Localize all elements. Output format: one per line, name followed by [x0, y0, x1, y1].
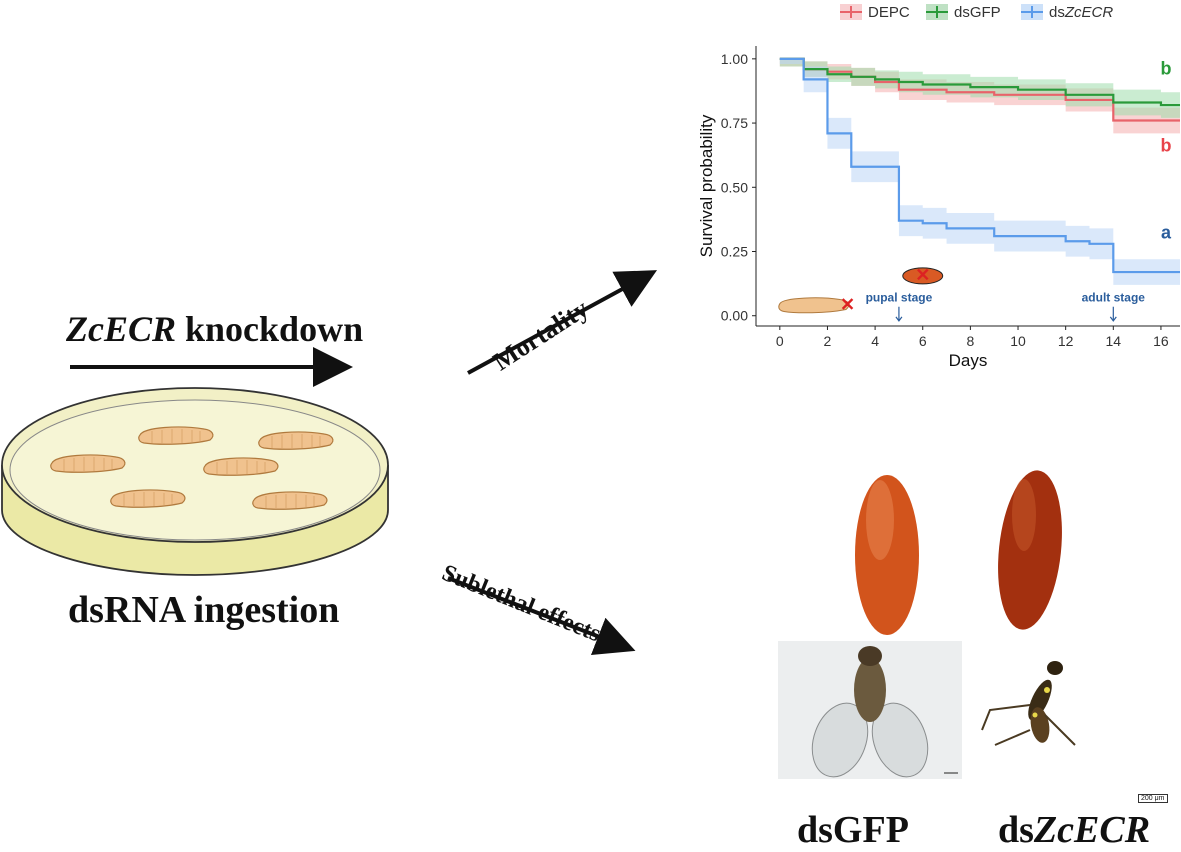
knockdown-rest: knockdown — [185, 309, 364, 349]
larva-6 — [252, 491, 328, 510]
legend-item-0: DEPC — [840, 4, 910, 21]
adult-fly-dszcecr — [981, 661, 1076, 746]
x-tick-label-0: 0 — [776, 333, 784, 349]
stage-label-1: adult stage — [1082, 291, 1146, 305]
legend-item-1: dsGFP — [926, 4, 1001, 21]
petri-dish — [1, 387, 389, 576]
x-tick-label-7: 14 — [1106, 333, 1122, 349]
larva-1 — [138, 426, 214, 445]
y-tick-label-1: 0.25 — [721, 244, 748, 260]
y-axis-title: Survival probability — [697, 114, 716, 257]
x-tick-label-5: 10 — [1010, 333, 1026, 349]
stage-arrowhead-0 — [895, 316, 903, 322]
x-tick-label-8: 16 — [1153, 333, 1169, 349]
dead-pupa-icon: ✕ — [902, 265, 944, 285]
x-tick-label-6: 12 — [1058, 333, 1074, 349]
dead-pupa-x: ✕ — [915, 265, 930, 285]
scale-bar-label: 200 μm — [1138, 794, 1168, 803]
adult-fly-dsgfp — [778, 641, 962, 779]
sublethal-arrow — [447, 576, 636, 656]
dsgfp-label: dsGFP — [797, 809, 909, 851]
x-tick-label-1: 2 — [824, 333, 832, 349]
ingestion-label: dsRNA ingestion — [68, 589, 340, 631]
y-tick-label-4: 1.00 — [721, 51, 748, 67]
sig-letter-1: b — [1161, 58, 1172, 78]
x-axis-title: Days — [949, 351, 988, 370]
larva-3 — [50, 454, 126, 473]
dszcecr-label: dsZcECR — [998, 808, 1150, 852]
legend-label-2: dsZcECR — [1049, 4, 1113, 21]
chart-legend: DEPC dsGFP dsZcECR — [840, 4, 1113, 21]
x-tick-label-4: 8 — [966, 333, 974, 349]
survival-chart: DEPC dsGFP dsZcECR 0.00 0.25 0.50 0.75 1.00 0 2 4… — [697, 4, 1180, 370]
mortality-arrow — [467, 270, 658, 375]
series-line-1 — [779, 57, 1180, 107]
knockdown-title: ZcECR knockdown — [66, 308, 363, 350]
legend-label-0: DEPC — [868, 4, 910, 21]
larva-5 — [110, 489, 186, 508]
ci-band-2 — [779, 58, 1180, 285]
larva-4 — [203, 457, 279, 476]
y-tick-label-3: 0.75 — [721, 115, 748, 131]
stage-arrowhead-1 — [1109, 316, 1117, 322]
sig-letter-2: a — [1161, 223, 1172, 243]
ci-band-1 — [779, 58, 1180, 118]
sig-letter-0: b — [1161, 135, 1172, 155]
plot-area: 0.00 0.25 0.50 0.75 1.00 0 2 4 6 8 10 12 14 16 Days Sur… — [697, 46, 1180, 370]
y-tick-label-0: 0.00 — [721, 308, 748, 324]
dead-larva-body — [778, 297, 850, 314]
legend-item-2: dsZcECR — [1021, 4, 1113, 21]
y-tick-label-2: 0.50 — [721, 179, 748, 195]
larva-2 — [258, 431, 334, 450]
x-tick-label-2: 4 — [871, 333, 879, 349]
knockdown-gene: ZcECR — [66, 309, 177, 349]
x-tick-label-3: 6 — [919, 333, 927, 349]
series-line-2 — [779, 57, 1180, 274]
dszcecr-prefix: ds — [998, 809, 1034, 851]
dead-larva-x: ✕ — [840, 294, 855, 314]
legend-label-1: dsGFP — [954, 4, 1001, 21]
dead-larva-icon: ✕ — [778, 294, 855, 314]
stage-label-0: pupal stage — [866, 291, 933, 305]
dszcecr-gene: ZcECR — [1033, 809, 1151, 851]
dead-pupa-body — [902, 267, 944, 285]
